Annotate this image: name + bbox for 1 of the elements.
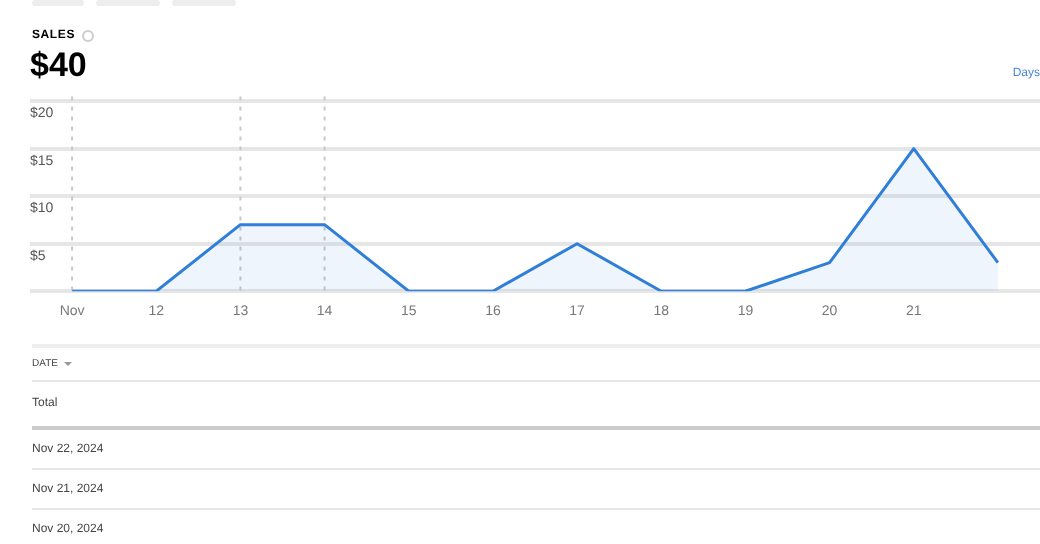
chart-subtitle: $40 bbox=[30, 46, 87, 86]
